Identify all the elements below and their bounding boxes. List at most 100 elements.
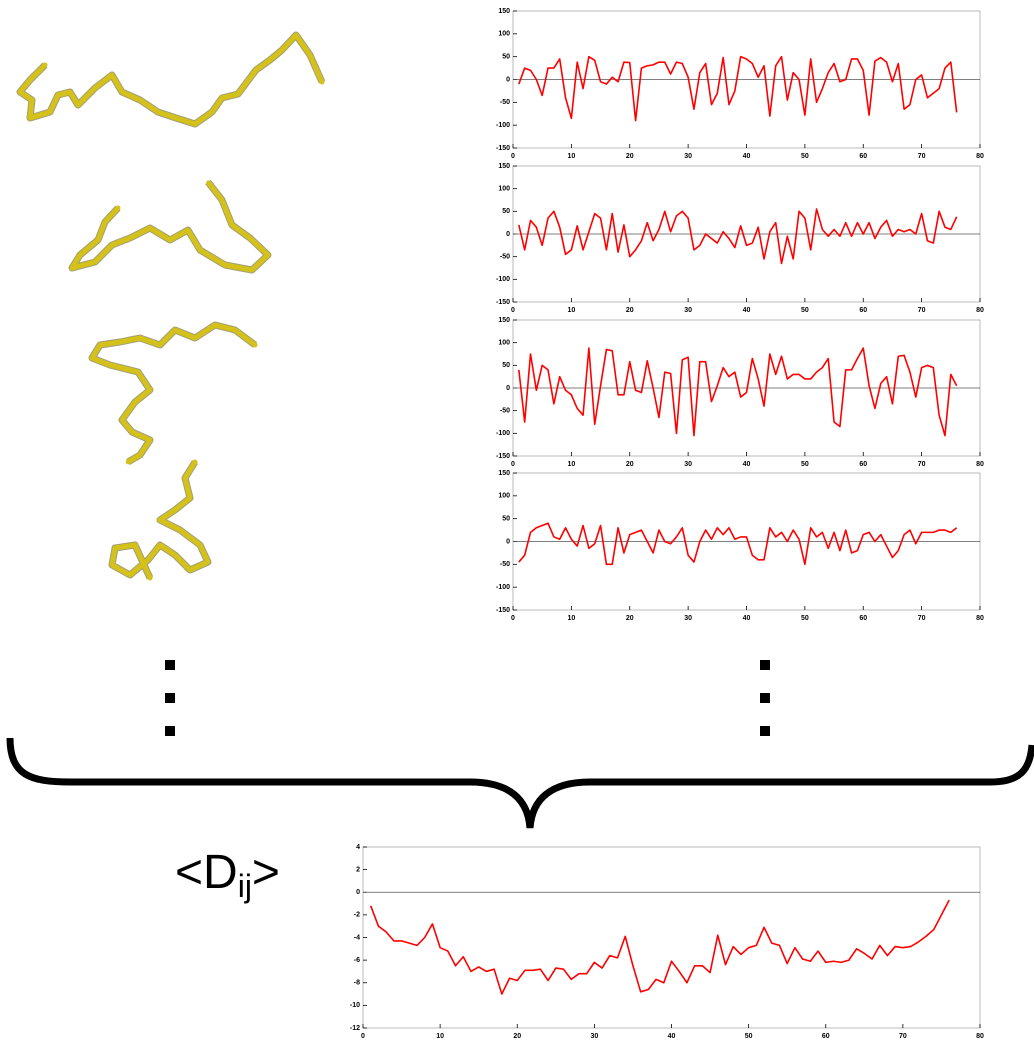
x-tick-label: 80 — [976, 153, 984, 160]
data-line — [518, 55, 958, 122]
x-tick-label: 60 — [859, 153, 867, 160]
x-tick-label: 60 — [859, 461, 867, 468]
chart: -150 -100 -50 0 50 100 150 0 10 20 30 40 50 60 70 80 — [496, 8, 984, 160]
dot — [165, 726, 175, 736]
y-tick-label: 150 — [498, 470, 510, 477]
x-tick-label: 80 — [976, 461, 984, 468]
x-tick-label: 10 — [436, 1033, 444, 1040]
protein-3 — [89, 322, 258, 465]
y-tick-label: 100 — [498, 340, 510, 347]
x-tick-label: 50 — [745, 1033, 753, 1040]
protein-1 — [17, 32, 325, 127]
annotation: <Dij> — [175, 846, 280, 905]
annotation-subscript: ij — [238, 868, 252, 904]
data-line — [518, 347, 958, 437]
protein-structures — [16, 31, 326, 581]
plot-frame — [362, 846, 981, 1029]
y-tick-label: 150 — [498, 8, 510, 15]
y-tick-label: 100 — [498, 186, 510, 193]
brace — [6, 737, 1034, 829]
protein-4 — [109, 459, 211, 581]
x-tick-label: 70 — [918, 461, 926, 468]
y-tick-label: -6 — [354, 957, 360, 964]
y-tick-label: -8 — [354, 980, 360, 987]
data-line — [518, 522, 958, 566]
dot — [760, 726, 770, 736]
x-tick-label: 80 — [976, 1033, 984, 1040]
x-tick-label: 20 — [626, 153, 634, 160]
x-tick-label: 50 — [801, 461, 809, 468]
y-tick-label: 50 — [502, 208, 510, 215]
y-tick-label: 100 — [498, 493, 510, 500]
x-tick-label: 20 — [626, 461, 634, 468]
chart: -150 -100 -50 0 50 100 150 0 10 20 30 40 50 60 70 80 — [496, 163, 984, 314]
protein-3 — [88, 321, 258, 466]
x-tick-label: 80 — [976, 307, 984, 314]
protein-1 — [16, 31, 326, 128]
x-tick-label: 0 — [511, 153, 515, 160]
x-tick-label: 10 — [567, 153, 575, 160]
x-tick-label: 0 — [511, 615, 515, 622]
ellipsis-dots — [165, 660, 770, 736]
annotation-close: > — [252, 846, 280, 899]
data-line — [369, 899, 950, 995]
x-tick-label: 0 — [361, 1033, 365, 1040]
chart: -150 -100 -50 0 50 100 150 0 10 20 30 40 50 60 70 80 — [496, 470, 984, 622]
x-tick-label: 80 — [976, 615, 984, 622]
y-tick-label: 50 — [502, 362, 510, 369]
annotation-main: <D — [175, 846, 238, 899]
y-tick-label: 2 — [356, 866, 360, 873]
x-tick-label: 30 — [684, 615, 692, 622]
y-tick-label: -4 — [354, 934, 360, 941]
x-tick-label: 40 — [743, 461, 751, 468]
y-tick-label: -150 — [496, 299, 510, 306]
y-tick-label: 50 — [502, 516, 510, 523]
chart: -150 -100 -50 0 50 100 150 0 10 20 30 40 50 60 70 80 — [496, 317, 984, 468]
x-tick-label: 30 — [684, 461, 692, 468]
x-tick-label: 40 — [743, 615, 751, 622]
dot — [760, 660, 770, 670]
x-tick-label: 0 — [511, 461, 515, 468]
x-tick-label: 50 — [801, 307, 809, 314]
x-tick-label: 40 — [668, 1033, 676, 1040]
y-tick-label: 4 — [356, 844, 360, 851]
y-tick-label: -50 — [500, 99, 510, 106]
y-tick-label: 0 — [506, 385, 510, 392]
y-tick-label: 100 — [498, 31, 510, 38]
y-tick-label: -150 — [496, 145, 510, 152]
x-tick-label: 40 — [743, 153, 751, 160]
x-tick-label: 50 — [801, 153, 809, 160]
y-tick-label: 150 — [498, 317, 510, 324]
y-tick-label: -100 — [496, 276, 510, 283]
x-tick-label: 20 — [626, 307, 634, 314]
x-tick-label: 10 — [567, 615, 575, 622]
y-tick-label: 0 — [506, 76, 510, 83]
y-tick-label: -150 — [496, 607, 510, 614]
y-tick-label: 0 — [506, 231, 510, 238]
x-tick-label: 70 — [918, 615, 926, 622]
dot — [760, 693, 770, 703]
y-tick-label: 0 — [356, 889, 360, 896]
y-tick-label: -50 — [500, 561, 510, 568]
x-tick-label: 10 — [567, 461, 575, 468]
y-tick-label: -100 — [496, 584, 510, 591]
y-tick-label: 150 — [498, 163, 510, 170]
x-tick-label: 30 — [684, 307, 692, 314]
y-tick-label: -150 — [496, 453, 510, 460]
dot — [165, 693, 175, 703]
x-tick-label: 50 — [801, 615, 809, 622]
x-tick-label: 0 — [511, 307, 515, 314]
x-tick-label: 60 — [859, 615, 867, 622]
y-tick-label: -50 — [500, 254, 510, 261]
y-tick-label: -100 — [496, 430, 510, 437]
y-tick-label: -2 — [354, 912, 360, 919]
y-tick-label: -10 — [350, 1002, 360, 1009]
protein-2 — [69, 179, 271, 273]
y-tick-label: -12 — [350, 1025, 360, 1032]
y-tick-label: -50 — [500, 408, 510, 415]
x-tick-label: 70 — [918, 153, 926, 160]
y-tick-label: -100 — [496, 122, 510, 129]
